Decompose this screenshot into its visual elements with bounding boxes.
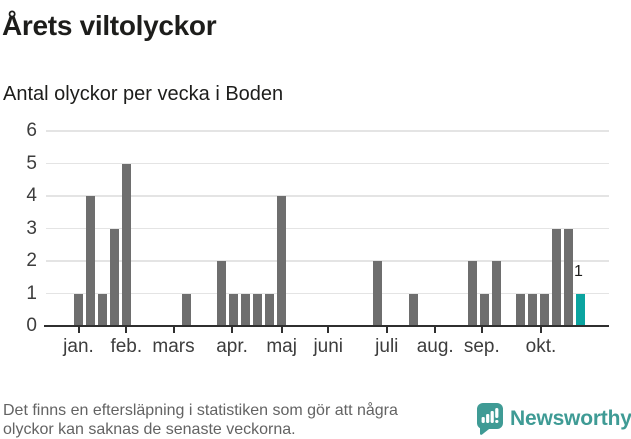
brand-name: Newsworthy (510, 407, 631, 430)
month-label-maj: maj (266, 336, 297, 357)
month-label-juli: juli (375, 336, 399, 357)
bar-week-35 (480, 293, 490, 326)
month-label-mars: mars (152, 336, 195, 357)
bar-week-34 (468, 261, 478, 326)
month-tick-juni (327, 327, 330, 333)
bar-week-29 (408, 293, 418, 326)
bar-week-2 (85, 196, 95, 326)
newsworthy-brand: Newsworthy (477, 403, 631, 435)
x-axis-line (44, 325, 609, 327)
month-label-aug: aug. (416, 336, 454, 357)
bar-week-1 (74, 293, 83, 326)
month-label-feb: feb. (110, 336, 143, 357)
gridline-1 (46, 292, 609, 295)
newsworthy-logo-icon (477, 403, 503, 435)
bar-week-16 (253, 293, 263, 326)
month-label-okt: okt. (525, 336, 557, 357)
bar-week-40 (540, 293, 550, 326)
month-tick-okt (539, 327, 542, 333)
bar-week-13 (217, 261, 227, 326)
bar-week-15 (241, 293, 251, 326)
gridline-3 (46, 227, 609, 230)
month-label-apr: apr. (216, 336, 248, 357)
gridline-4 (46, 195, 609, 197)
bar-week-36 (492, 261, 502, 326)
month-tick-maj (280, 327, 283, 333)
month-tick-jan (77, 327, 80, 333)
gridline-5 (46, 162, 609, 165)
month-label-sep: sep. (463, 336, 500, 357)
highlight-value-label: 1 (573, 262, 583, 280)
bar-week-42 (563, 228, 573, 326)
chart-subtitle: Antal olyckor per vecka i Boden (3, 83, 284, 105)
bar-week-17 (265, 293, 275, 326)
gridline-6 (46, 130, 609, 132)
y-axis-label-0: 0 (26, 315, 37, 336)
bar-week-39 (528, 293, 538, 326)
bar-week-3 (97, 293, 107, 326)
gridline-2 (46, 260, 609, 262)
bar-week-10 (181, 293, 191, 326)
bar-week-14 (229, 293, 239, 326)
chart-title: Årets viltolyckor (2, 10, 217, 41)
bar-week-38 (516, 293, 526, 326)
y-axis-label-2: 2 (26, 250, 37, 271)
bar-week-43 (575, 293, 585, 326)
month-tick-aug (434, 327, 437, 333)
bar-week-4 (109, 228, 119, 326)
bar-week-5 (121, 163, 131, 326)
y-axis-label-5: 5 (26, 152, 37, 174)
month-tick-mars (172, 327, 175, 333)
y-axis-label-4: 4 (26, 185, 37, 206)
month-tick-feb (125, 327, 128, 333)
bar-week-26 (372, 261, 382, 326)
bar-week-41 (552, 228, 561, 326)
bar-week-18 (277, 196, 287, 326)
month-label-juni: juni (313, 336, 344, 357)
month-tick-apr (231, 327, 234, 333)
y-axis-label-6: 6 (26, 120, 37, 141)
y-axis-label-1: 1 (26, 282, 37, 304)
y-axis-label-3: 3 (26, 217, 37, 239)
month-label-jan: jan. (63, 336, 94, 357)
footnote: Det finns en eftersläpning i statistiken… (3, 402, 398, 438)
month-tick-sep (480, 327, 483, 333)
month-tick-juli (385, 327, 388, 333)
